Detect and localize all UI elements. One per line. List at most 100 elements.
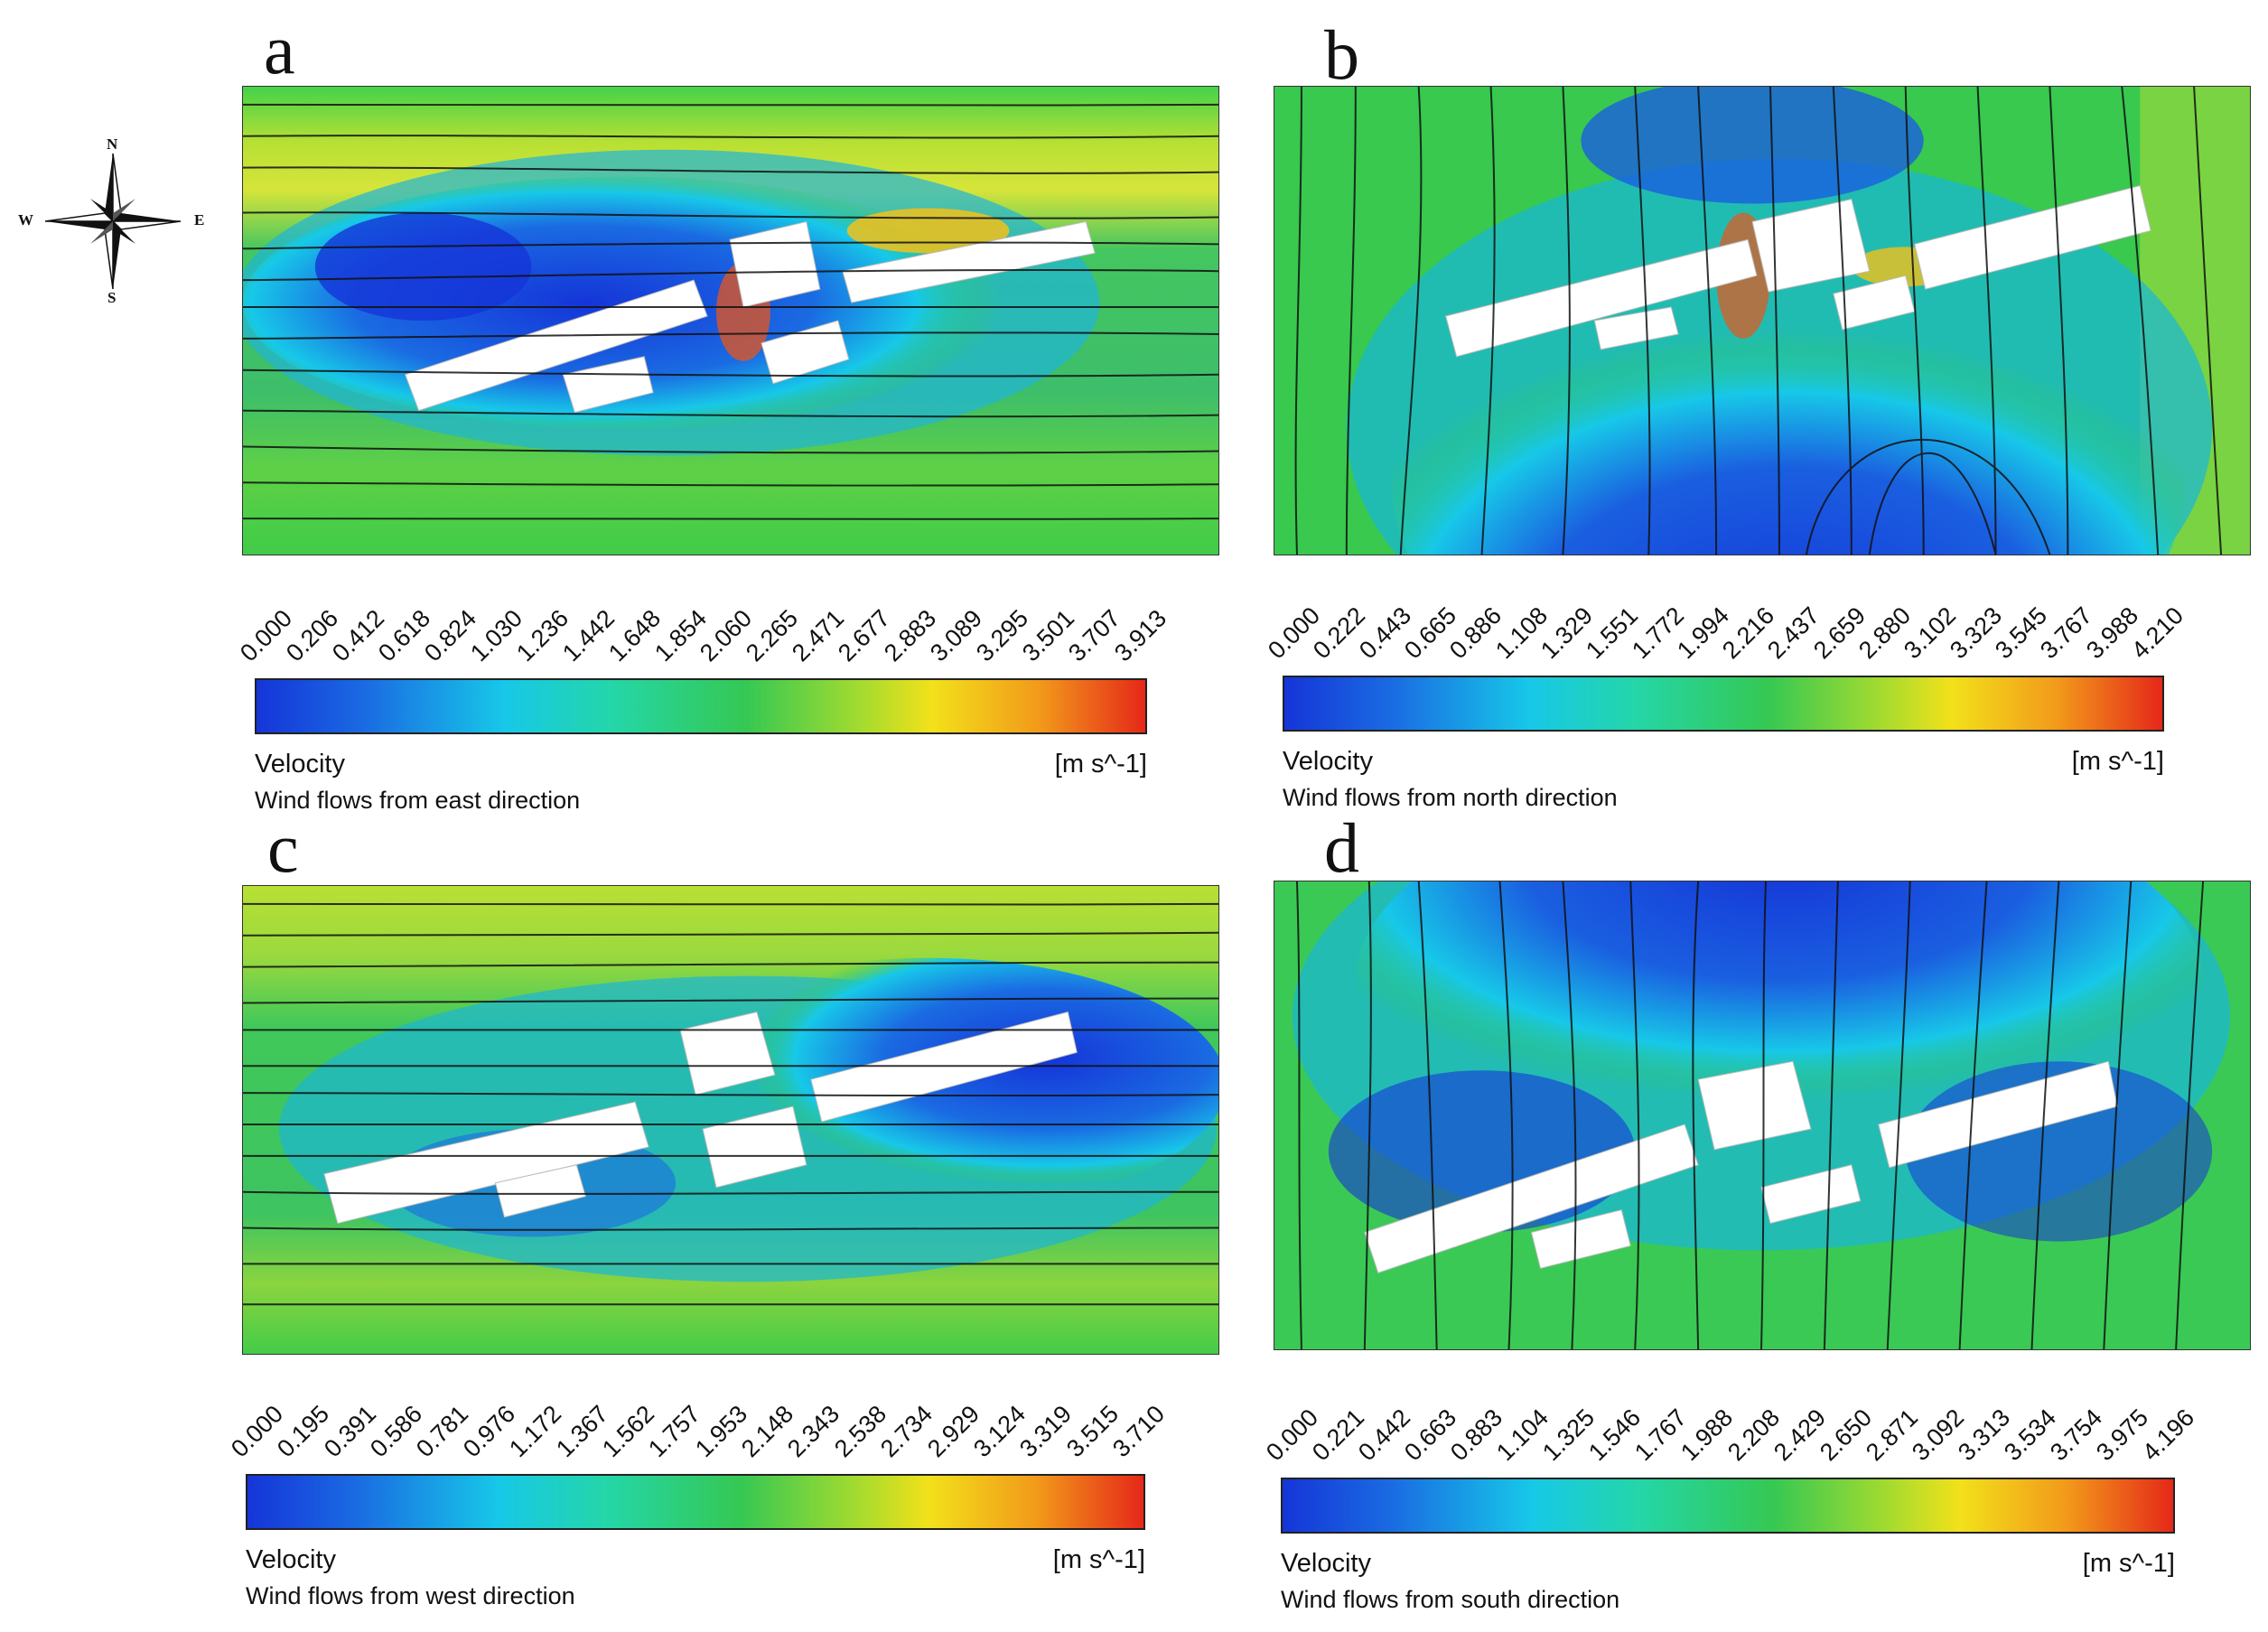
- legend-tick-label: 2.659: [1807, 602, 1871, 665]
- legend-tick-label: 3.124: [967, 1400, 1031, 1463]
- legend-tick-label: 1.551: [1581, 602, 1644, 665]
- color-bar: [1281, 1478, 2175, 1534]
- legend-tick-label: 3.767: [2035, 602, 2098, 665]
- legend-tick-label: 3.323: [1944, 602, 2007, 665]
- legend-tick-label: 2.650: [1814, 1404, 1877, 1467]
- legend-caption: Wind flows from east direction: [255, 787, 581, 814]
- legend-tick-label: 1.953: [689, 1400, 752, 1463]
- legend-tick-label: 0.412: [326, 604, 389, 667]
- color-bar: [246, 1474, 1145, 1530]
- color-legend-east: 0.000 0.206 0.412 0.618 0.824 1.030 1.236 1.442…: [235, 564, 1171, 826]
- legend-tick-label: 2.208: [1722, 1404, 1785, 1467]
- velocity-plot-west: [242, 885, 1219, 1355]
- velocity-plot-north: [1274, 86, 2251, 555]
- legend-tick-label: 0.824: [418, 604, 481, 667]
- velocity-field-south: [1274, 881, 2250, 1349]
- unit-label: [m s^-1]: [2071, 747, 2164, 776]
- panel-c-letter: c: [267, 808, 299, 887]
- legend-tick-label: 1.546: [1583, 1404, 1647, 1467]
- legend-tick-label: 3.102: [1899, 602, 1962, 665]
- legend-tick-label: 2.538: [828, 1400, 891, 1463]
- legend-tick-label: 3.313: [1952, 1404, 2015, 1467]
- legend-tick-label: 3.710: [1107, 1400, 1171, 1463]
- legend-caption: Wind flows from north direction: [1283, 784, 1618, 811]
- velocity-plot-east: [242, 86, 1219, 555]
- legend-tick-label: 1.562: [597, 1400, 660, 1463]
- legend-tick-label: 3.092: [1906, 1404, 1969, 1467]
- legend-tick-label: 3.534: [1998, 1404, 2061, 1467]
- legend-tick-label: 4.210: [2126, 602, 2189, 665]
- legend-tick-label: 2.265: [741, 604, 804, 667]
- legend-tick-label: 1.772: [1626, 602, 1689, 665]
- legend-tick-label: 3.707: [1063, 604, 1126, 667]
- legend-tick-label: 0.195: [272, 1400, 335, 1463]
- legend-tick-label: 3.295: [971, 604, 1034, 667]
- legend-tick-label: 2.343: [782, 1400, 845, 1463]
- legend-tick-label: 2.677: [833, 604, 896, 667]
- legend-tick-label: 1.767: [1629, 1404, 1693, 1467]
- velocity-label: Velocity: [1281, 1549, 1371, 1578]
- legend-caption: Wind flows from west direction: [246, 1582, 575, 1609]
- velocity-label: Velocity: [246, 1545, 336, 1574]
- legend-tick-label: 3.319: [1014, 1400, 1078, 1463]
- color-bar: [1283, 676, 2164, 732]
- color-legend-west: 0.000 0.195 0.391 0.586 0.781 0.976 1.172 1.367…: [226, 1360, 1170, 1622]
- legend-tick-label: 1.988: [1675, 1404, 1739, 1467]
- legend-tick-label: 0.665: [1399, 602, 1462, 665]
- legend-tick-label: 0.663: [1399, 1404, 1462, 1467]
- panel-b-letter: b: [1324, 15, 1359, 94]
- legend-tick-label: 1.854: [649, 604, 712, 667]
- unit-label: [m s^-1]: [1052, 1545, 1145, 1574]
- legend-tick-label: 0.886: [1444, 602, 1507, 665]
- legend-tick-label: 0.391: [318, 1400, 381, 1463]
- legend-tick-label: 3.515: [1060, 1400, 1124, 1463]
- legend-tick-label: 0.976: [457, 1400, 520, 1463]
- legend-tick-label: 3.754: [2044, 1404, 2107, 1467]
- legend-tick-label: 2.880: [1853, 602, 1917, 665]
- legend-tick-label: 1.648: [602, 604, 666, 667]
- legend-tick-label: 1.367: [550, 1400, 613, 1463]
- legend-ticks: 0.000 0.206 0.412 0.618 0.824 1.030 1.236 1.442…: [235, 564, 1171, 673]
- velocity-field-north: [1274, 87, 2250, 555]
- legend-tick-label: 0.221: [1307, 1404, 1370, 1467]
- legend-tick-label: 2.871: [1860, 1404, 1923, 1467]
- legend-tick-label: 0.206: [281, 604, 344, 667]
- color-legend-north: 0.000 0.222 0.443 0.665 0.886 1.108 1.329 1.551…: [1263, 562, 2189, 824]
- unit-label: [m s^-1]: [1054, 750, 1147, 779]
- legend-caption: Wind flows from south direction: [1281, 1586, 1620, 1613]
- legend-tick-label: 3.913: [1109, 604, 1172, 667]
- legend-tick-label: 3.501: [1017, 604, 1080, 667]
- legend-tick-label: 1.030: [464, 604, 527, 667]
- legend-tick-label: 0.000: [1263, 602, 1326, 665]
- legend-tick-label: 0.442: [1353, 1404, 1416, 1467]
- legend-tick-label: 3.089: [925, 604, 988, 667]
- legend-tick-label: 0.618: [372, 604, 435, 667]
- legend-tick-label: 0.000: [1261, 1404, 1324, 1467]
- legend-tick-label: 4.196: [2137, 1404, 2200, 1467]
- compass-s-label: S: [107, 289, 117, 306]
- compass-rose: N S E W: [18, 135, 208, 307]
- compass-star-icon: [44, 153, 182, 290]
- color-bar: [255, 678, 1147, 734]
- velocity-field-west: [243, 886, 1218, 1354]
- velocity-label: Velocity: [1283, 747, 1373, 776]
- panel-d-letter: d: [1324, 808, 1359, 887]
- compass-e-label: E: [194, 211, 205, 228]
- legend-tick-label: 2.734: [875, 1400, 938, 1463]
- legend-tick-label: 1.172: [504, 1400, 567, 1463]
- velocity-label: Velocity: [255, 750, 345, 779]
- legend-ticks: 0.000 0.195 0.391 0.586 0.781 0.976 1.172 1.367…: [226, 1360, 1170, 1469]
- legend-tick-label: 1.104: [1491, 1404, 1554, 1467]
- compass-w-label: W: [18, 211, 33, 228]
- unit-label: [m s^-1]: [2082, 1549, 2175, 1578]
- legend-tick-label: 1.757: [643, 1400, 706, 1463]
- legend-tick-label: 2.216: [1717, 602, 1780, 665]
- legend-tick-label: 1.329: [1535, 602, 1598, 665]
- legend-tick-label: 2.060: [695, 604, 758, 667]
- legend-tick-label: 1.442: [556, 604, 620, 667]
- legend-tick-label: 1.994: [1671, 602, 1734, 665]
- legend-tick-label: 3.975: [2091, 1404, 2154, 1467]
- legend-tick-label: 1.108: [1489, 602, 1553, 665]
- legend-ticks: 0.000 0.222 0.443 0.665 0.886 1.108 1.329 1.551…: [1263, 562, 2189, 670]
- legend-tick-label: 2.471: [787, 604, 850, 667]
